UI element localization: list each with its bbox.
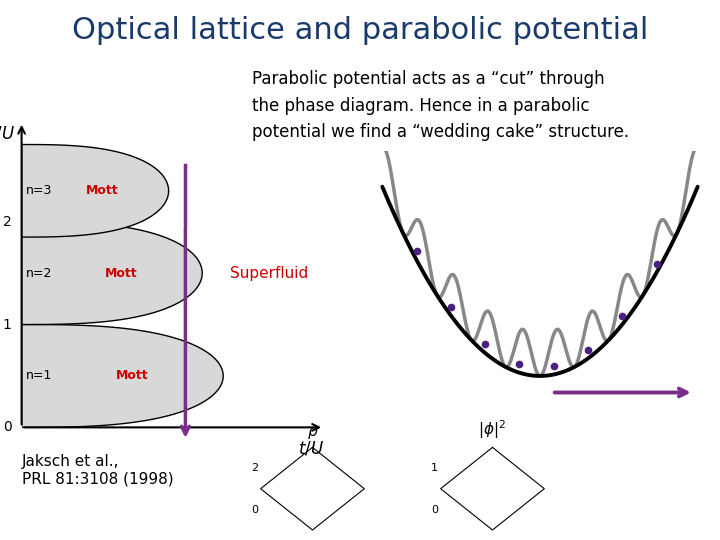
Text: $t/U$: $t/U$ (298, 440, 325, 458)
Text: Jaksch et al.,
PRL 81:3108 (1998): Jaksch et al., PRL 81:3108 (1998) (22, 454, 174, 486)
Text: Superfluid: Superfluid (230, 266, 309, 281)
Text: 0: 0 (431, 505, 438, 515)
Text: 1: 1 (431, 463, 438, 472)
Text: n=3: n=3 (26, 184, 52, 197)
Text: n=1: n=1 (26, 369, 52, 382)
Text: 2: 2 (3, 215, 12, 228)
Text: 0: 0 (251, 505, 258, 515)
Text: $|\phi|^2$: $|\phi|^2$ (478, 418, 507, 441)
Text: $\rho$: $\rho$ (307, 425, 318, 441)
Text: 2: 2 (251, 463, 258, 472)
Text: n=2: n=2 (26, 267, 52, 280)
Text: 1: 1 (3, 318, 12, 332)
Text: Mott: Mott (86, 184, 119, 197)
Text: 0: 0 (3, 420, 12, 434)
Polygon shape (22, 221, 202, 325)
Polygon shape (22, 325, 223, 427)
Text: Mott: Mott (104, 267, 138, 280)
Text: Optical lattice and parabolic potential: Optical lattice and parabolic potential (72, 16, 648, 45)
Text: Parabolic potential acts as a “cut” through
the phase diagram. Hence in a parabo: Parabolic potential acts as a “cut” thro… (252, 70, 629, 141)
Polygon shape (22, 145, 168, 237)
Text: $\mu/U$: $\mu/U$ (0, 124, 16, 145)
Text: Mott: Mott (116, 369, 149, 382)
